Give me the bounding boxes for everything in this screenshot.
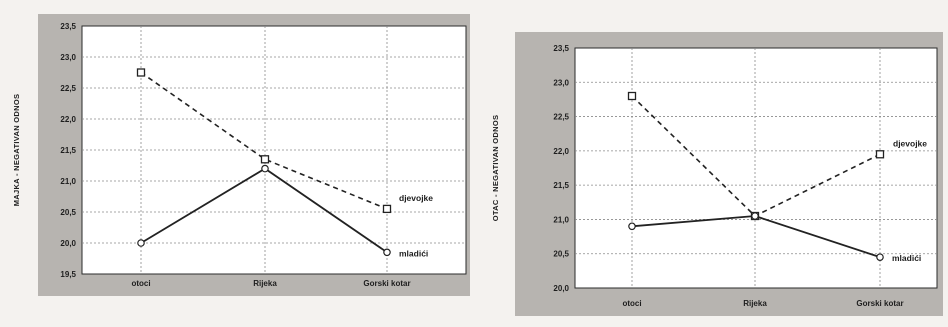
y-tick-label: 20,0 <box>553 284 569 293</box>
y-tick-label: 23,5 <box>60 22 76 31</box>
y-tick-label: 20,0 <box>60 239 76 248</box>
y-axis-label: OTAC - NEGATIVAN ODNOS <box>491 115 500 222</box>
x-tick-label: Rijeka <box>743 299 767 308</box>
x-tick-label: Rijeka <box>253 279 277 288</box>
plot-area <box>574 47 938 289</box>
x-tick-label: Gorski kotar <box>856 299 903 308</box>
y-tick-label: 23,5 <box>553 44 569 53</box>
data-point <box>875 150 885 159</box>
data-point <box>260 155 270 164</box>
data-point <box>382 204 392 214</box>
y-axis-label: MAJKA - NEGATIVAN ODNOS <box>12 94 21 207</box>
y-tick-label: 22,5 <box>60 84 76 93</box>
data-point <box>876 253 884 261</box>
data-point <box>137 239 145 247</box>
data-point <box>136 68 146 77</box>
series-label: mladići <box>399 248 428 258</box>
series-label: djevojke <box>399 193 433 203</box>
chart-majka: 19,5 20,0 20,5 21,0 21,5 22,0 22,5 23,0 23,5 otoc… <box>12 14 470 296</box>
data-point <box>627 91 637 101</box>
y-tick-label: 19,5 <box>60 270 76 279</box>
y-tick-label: 22,5 <box>553 113 569 122</box>
y-tick-label: 21,5 <box>553 181 569 190</box>
y-tick-label: 23,0 <box>60 53 76 62</box>
y-tick-label: 20,5 <box>553 250 569 259</box>
x-tick-label: otoci <box>131 279 150 288</box>
y-tick-label: 22,0 <box>60 115 76 124</box>
data-point <box>383 248 391 257</box>
y-tick-label: 23,0 <box>553 78 569 87</box>
x-tick-label: otoci <box>622 299 641 308</box>
series-label: djevojke <box>893 138 927 148</box>
y-tick-label: 21,5 <box>60 146 76 155</box>
chart-otac: 20,0 20,5 21,0 21,5 22,0 22,5 23,0 23,5 otoci Rij… <box>491 32 943 316</box>
data-point <box>751 212 759 220</box>
x-tick-label: Gorski kotar <box>363 279 410 288</box>
data-point <box>628 222 636 231</box>
y-tick-label: 20,5 <box>60 208 76 217</box>
y-tick-label: 21,0 <box>553 215 569 224</box>
y-tick-label: 22,0 <box>553 147 569 156</box>
data-point <box>261 164 269 173</box>
series-label: mladići <box>892 253 921 263</box>
y-tick-label: 21,0 <box>60 177 76 186</box>
